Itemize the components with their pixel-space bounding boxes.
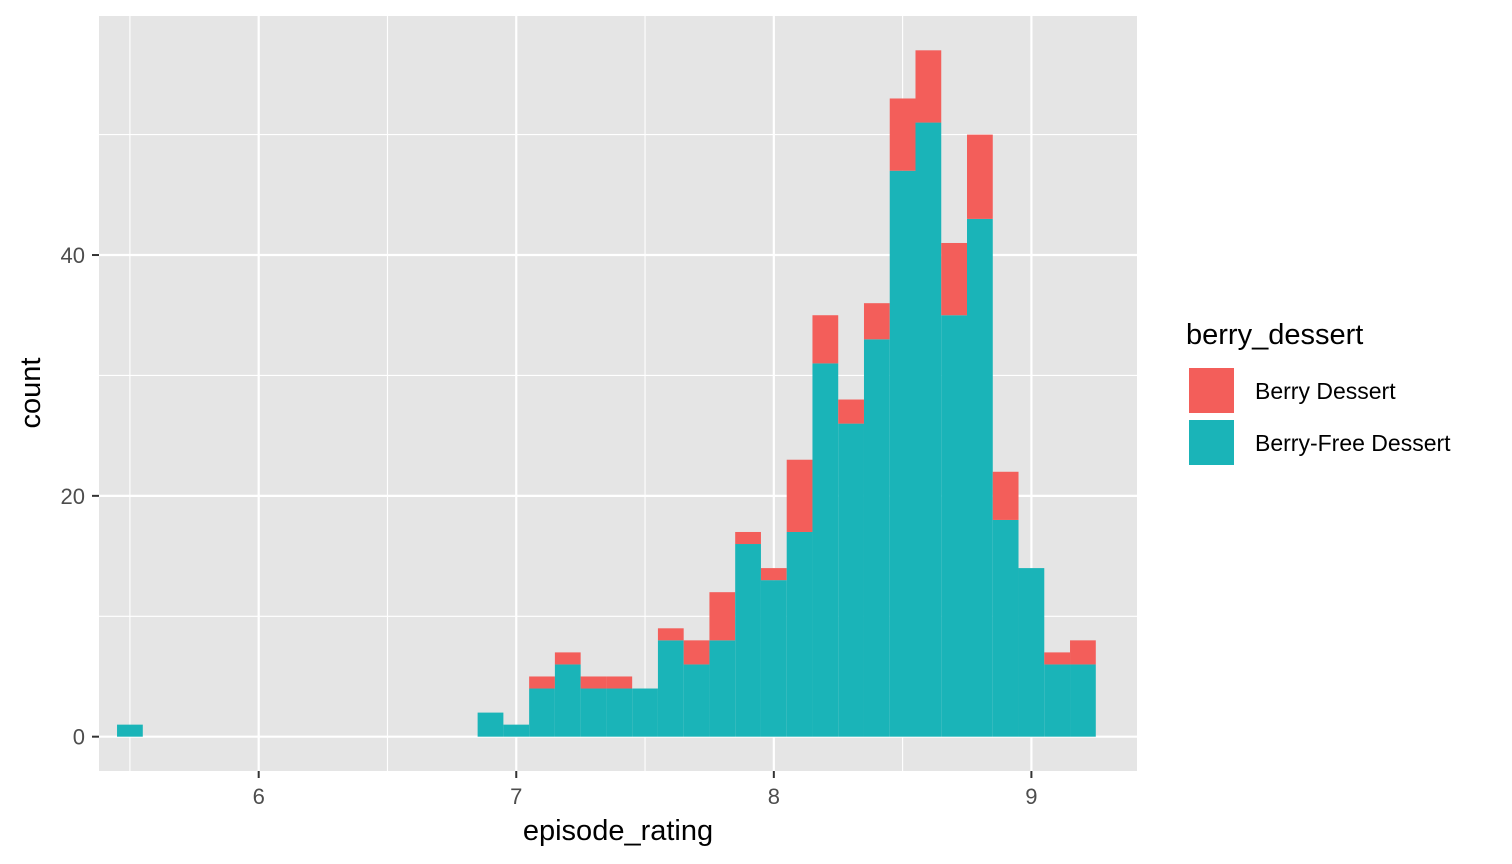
bar-berry-free-dessert <box>786 531 813 737</box>
bar-berry-dessert <box>941 242 968 316</box>
bar-berry-dessert <box>529 676 555 689</box>
bar-berry-free-dessert <box>1070 664 1096 737</box>
bar-berry-free-dessert <box>915 122 942 737</box>
bar-berry-free-dessert <box>709 640 736 737</box>
bar-berry-dessert <box>1044 652 1071 665</box>
legend-title: berry_dessert <box>1186 319 1363 351</box>
bar-berry-dessert <box>812 315 839 364</box>
bar-berry-free-dessert <box>812 363 839 737</box>
bar-berry-dessert <box>580 676 607 689</box>
legend-item-berry-dessert: Berry Dessert <box>1187 366 1396 415</box>
y-tick-label: 0 <box>73 725 85 750</box>
x-axis-title: episode_rating <box>523 815 713 847</box>
bar-berry-free-dessert <box>477 712 504 737</box>
bar-berry-dessert <box>889 98 916 171</box>
bar-berry-dessert <box>760 568 787 581</box>
bar-berry-free-dessert <box>632 688 658 737</box>
bar-berry-free-dessert <box>992 519 1019 737</box>
bar-berry-dessert <box>606 676 633 689</box>
bar-berry-free-dessert <box>760 580 787 737</box>
legend-label-berry-dessert: Berry Dessert <box>1255 378 1396 404</box>
bar-berry-free-dessert <box>657 640 684 737</box>
x-tick-label: 6 <box>253 784 265 809</box>
x-tick-label: 9 <box>1025 784 1037 809</box>
legend-label-berry-free-dessert: Berry-Free Dessert <box>1255 430 1451 456</box>
bar-berry-free-dessert <box>606 688 633 737</box>
bar-berry-free-dessert <box>117 724 143 737</box>
bar-berry-free-dessert <box>889 170 916 737</box>
legend-swatch-berry-free-dessert <box>1189 420 1234 465</box>
bar-berry-free-dessert <box>941 315 968 737</box>
bar-berry-free-dessert <box>1018 568 1045 737</box>
legend: berry_dessert Berry Dessert Berry-Free D… <box>1186 319 1451 467</box>
x-axis: 6 7 8 9 <box>253 771 1038 809</box>
bar-berry-free-dessert <box>735 544 761 737</box>
bar-berry-dessert <box>992 471 1019 520</box>
y-axis-title: count <box>15 358 47 429</box>
bar-berry-dessert <box>967 134 993 219</box>
bar-berry-dessert <box>709 592 736 641</box>
bar-berry-free-dessert <box>1044 664 1071 737</box>
bar-berry-dessert <box>657 628 684 641</box>
bar-berry-dessert <box>863 303 890 340</box>
bar-berry-dessert <box>735 531 761 545</box>
bar-berry-free-dessert <box>554 664 581 737</box>
y-tick-label: 40 <box>61 243 85 268</box>
bar-berry-dessert <box>838 399 864 424</box>
bar-berry-dessert <box>683 640 710 665</box>
x-tick-label: 7 <box>510 784 522 809</box>
bar-berry-dessert <box>554 652 581 665</box>
bar-berry-free-dessert <box>529 688 555 737</box>
bar-berry-free-dessert <box>967 218 993 737</box>
bar-berry-dessert <box>915 50 942 123</box>
y-axis: 0 20 40 <box>61 243 99 750</box>
bar-berry-free-dessert <box>503 724 530 737</box>
histogram-bars <box>117 50 1096 737</box>
legend-item-berry-free-dessert: Berry-Free Dessert <box>1187 418 1451 467</box>
bar-berry-dessert <box>786 459 813 532</box>
legend-swatch-berry-dessert <box>1189 368 1234 413</box>
bar-berry-free-dessert <box>580 688 607 737</box>
x-tick-label: 8 <box>768 784 780 809</box>
y-tick-label: 20 <box>61 484 85 509</box>
bar-berry-dessert <box>1070 640 1096 665</box>
bar-berry-free-dessert <box>863 339 890 737</box>
bar-berry-free-dessert <box>683 664 710 737</box>
bar-berry-free-dessert <box>838 423 864 737</box>
